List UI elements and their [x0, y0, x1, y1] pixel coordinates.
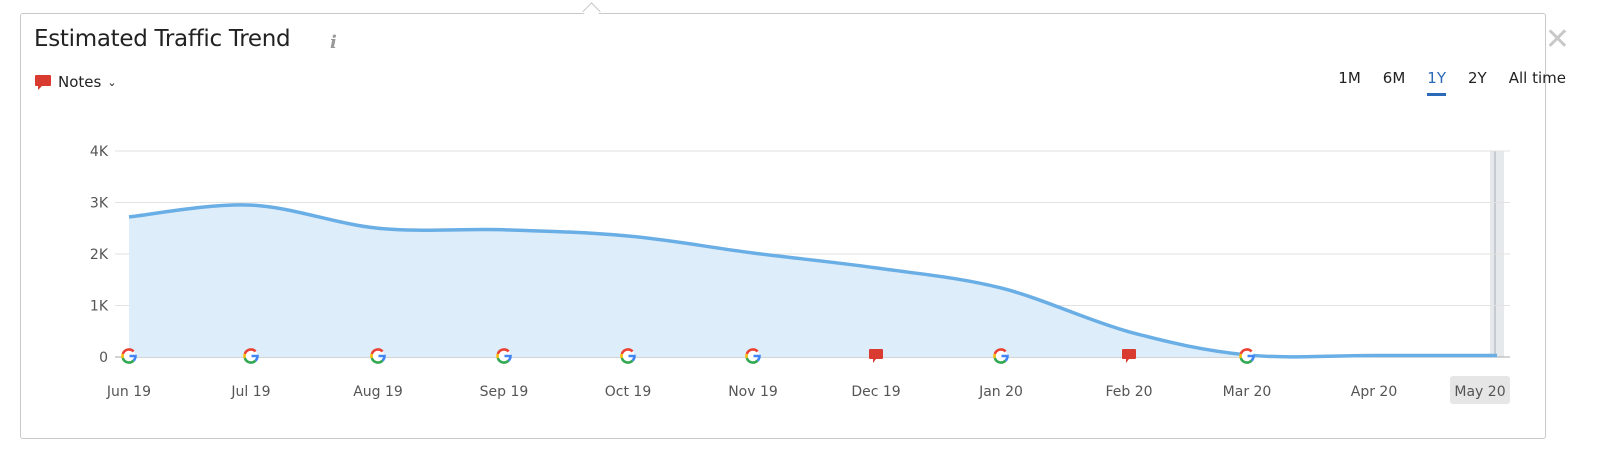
google-update-icon[interactable] — [496, 348, 512, 364]
google-icon-bg — [371, 349, 385, 363]
google-icon-arc — [1001, 354, 1009, 362]
google-icon-arc — [745, 348, 759, 355]
x-tick-label: May 20 — [1454, 384, 1505, 400]
tab-1m[interactable]: 1M — [1338, 69, 1361, 87]
x-tick-label: Jun 19 — [106, 384, 151, 400]
range-tabs: 1M 6M 1Y 2Y All time — [1338, 69, 1566, 96]
note-bubble — [869, 349, 883, 363]
google-icon-arc — [753, 354, 761, 362]
google-icon-arc — [1239, 348, 1253, 355]
x-tick-label: Apr 20 — [1351, 384, 1397, 400]
x-tick-label: Jul 19 — [230, 384, 270, 400]
x-tick-label: Sep 19 — [480, 384, 529, 400]
google-icon-arc — [1247, 354, 1255, 362]
google-icon-arc — [121, 348, 135, 355]
note-bubble — [1122, 349, 1136, 363]
x-tick-label: Jan 20 — [978, 384, 1023, 400]
tab-all-time[interactable]: All time — [1508, 69, 1566, 87]
google-icon-arc — [370, 348, 384, 355]
google-update-icon[interactable] — [121, 348, 137, 364]
google-icon-arc — [121, 357, 135, 364]
notes-dropdown[interactable]: Notes ⌄ — [34, 73, 117, 91]
x-tick-label: Oct 19 — [605, 384, 651, 400]
google-icon-arc — [993, 348, 1007, 355]
y-tick-label: 1K — [90, 299, 109, 315]
y-tick-label: 0 — [99, 350, 108, 366]
google-icon-arc — [1239, 357, 1253, 364]
google-icon-arc — [496, 348, 510, 355]
tab-2y[interactable]: 2Y — [1468, 69, 1487, 87]
x-tick-label: Nov 19 — [728, 384, 778, 400]
y-tick-label: 2K — [90, 247, 109, 263]
y-tick-label: 3K — [90, 196, 109, 212]
highlight-label-bg — [1450, 376, 1510, 404]
google-icon-bg — [994, 349, 1008, 363]
google-icon-arc — [251, 354, 259, 362]
x-tick-label: Feb 20 — [1105, 384, 1152, 400]
google-update-icon[interactable] — [370, 348, 386, 364]
google-update-icon[interactable] — [993, 348, 1009, 364]
google-icon-bg — [497, 349, 511, 363]
series-line — [128, 203, 1497, 359]
note-marker-icon[interactable] — [869, 349, 883, 363]
google-icon-arc — [993, 357, 1007, 364]
google-icon-arc — [378, 354, 386, 362]
google-icon-arc — [628, 354, 636, 362]
notes-label: Notes — [58, 73, 102, 91]
google-icon-arc — [620, 348, 634, 355]
tab-1y[interactable]: 1Y — [1427, 69, 1447, 96]
google-icon-arc — [620, 357, 634, 364]
google-icon-arc — [504, 354, 512, 362]
google-icon-bg — [621, 349, 635, 363]
note-bubble-icon — [35, 75, 51, 90]
google-icon-arc — [243, 357, 257, 364]
google-icon-bg — [1240, 349, 1254, 363]
google-update-icon[interactable] — [243, 348, 259, 364]
close-icon[interactable]: ✕ — [1544, 22, 1570, 57]
y-tick-label: 4K — [90, 144, 109, 160]
google-icon-arc — [129, 354, 137, 362]
tab-6m[interactable]: 6M — [1382, 69, 1406, 87]
google-icon-bg — [122, 349, 136, 363]
x-tick-label: Aug 19 — [353, 384, 403, 400]
google-update-icon[interactable] — [620, 348, 636, 364]
google-icon-bg — [746, 349, 760, 363]
page-title: Estimated Traffic Trend — [34, 26, 291, 52]
google-update-icon[interactable] — [1239, 348, 1255, 364]
series-area — [129, 204, 1497, 357]
google-icon-arc — [496, 357, 510, 364]
x-tick-label: Dec 19 — [851, 384, 900, 400]
google-icon-arc — [243, 348, 257, 355]
info-icon[interactable]: i — [330, 32, 337, 53]
x-tick-label: Mar 20 — [1223, 384, 1272, 400]
google-icon-arc — [370, 357, 384, 364]
google-update-icon[interactable] — [745, 348, 761, 364]
google-icon-arc — [745, 357, 759, 364]
google-icon-bg — [244, 349, 258, 363]
chevron-down-icon: ⌄ — [107, 75, 117, 89]
note-marker-icon[interactable] — [1122, 349, 1136, 363]
